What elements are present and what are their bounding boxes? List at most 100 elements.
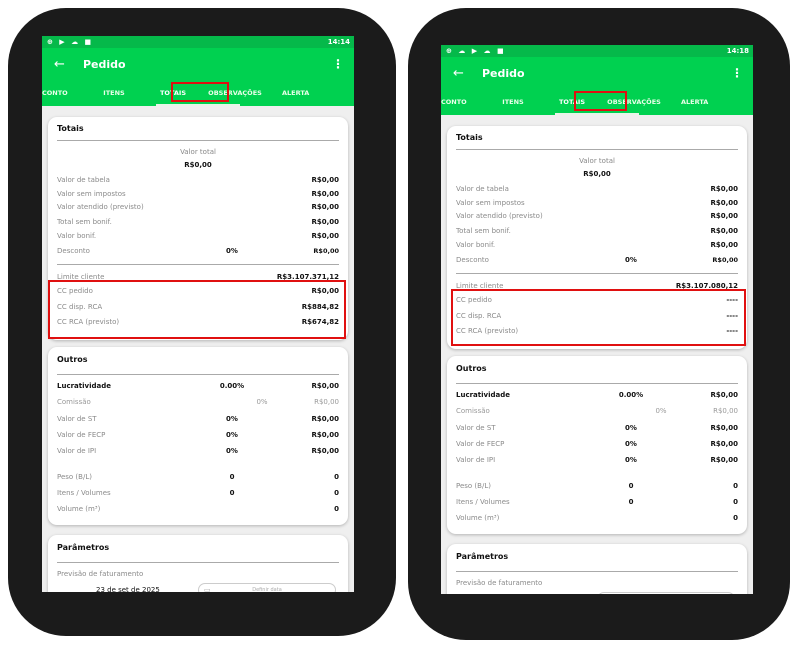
- outros-row-percent: 0%: [226, 447, 238, 455]
- outros-row-percent: 0%: [226, 415, 238, 423]
- total-row-value: R$0,00: [311, 203, 339, 211]
- outros-row-percent: 0: [229, 473, 235, 481]
- outros-row-percent: 0%: [625, 424, 637, 432]
- total-row-label: Valor de tabela: [456, 185, 509, 193]
- back-arrow-icon[interactable]: ←: [453, 66, 464, 81]
- limite-cliente-label: Limite cliente: [456, 282, 504, 290]
- cc-row-label: CC RCA (previsto): [456, 327, 519, 335]
- tab-totais[interactable]: TOTAIS: [159, 89, 187, 97]
- outros-row-percent: 0%: [226, 431, 238, 439]
- divider: [57, 562, 339, 563]
- highlight-box-cc: [48, 280, 346, 339]
- tab-observacoes[interactable]: OBSERVAÇÕES: [607, 98, 661, 106]
- total-row-value: R$0,00: [712, 256, 738, 264]
- tab-alerta[interactable]: ALERTA: [681, 98, 709, 106]
- outros-row-label: Valor de ST: [57, 415, 97, 423]
- outros-row-label: Valor de IPI: [456, 456, 496, 464]
- cc-row-label: CC RCA (previsto): [57, 318, 120, 326]
- more-vert-icon[interactable]: ⋮: [332, 57, 344, 71]
- outros-row-label: Itens / Volumes: [456, 498, 510, 506]
- total-row-label: Valor de tabela: [57, 176, 110, 184]
- outros-row-label: Comissão: [57, 398, 91, 406]
- outros-row-value: R$0,00: [710, 391, 738, 399]
- status-icons: ⊕ ▶ ☁ ■: [47, 38, 94, 46]
- tab-itens[interactable]: ITENS: [502, 98, 524, 106]
- outros-row-percent: 0%: [625, 456, 637, 464]
- app-bar: ← Pedido ⋮: [441, 57, 753, 92]
- parametros-title: Parâmetros: [57, 543, 110, 552]
- tab-conto[interactable]: CONTO: [42, 89, 68, 97]
- outros-row-label: Lucratividade: [57, 382, 111, 390]
- total-row-value: R$0,00: [710, 212, 738, 220]
- more-vert-icon[interactable]: ⋮: [731, 66, 743, 80]
- status-bar: ⊕ ☁ ▶ ☁ ■ 14:18: [441, 45, 753, 57]
- phone-screen: ⊕ ☁ ▶ ☁ ■ 14:18 ← Pedido ⋮ CONTO ITENS TOTAIS OB…: [441, 45, 753, 594]
- outros-row-value: 0: [334, 505, 339, 513]
- total-row-label: Valor sem impostos: [456, 199, 525, 207]
- highlight-box-cc: [451, 289, 746, 346]
- calendar-icon: ▭: [603, 593, 610, 594]
- outros-row-percent: 0%: [655, 407, 667, 415]
- tab-conto[interactable]: CONTO: [441, 98, 467, 106]
- tab-totais[interactable]: TOTAIS: [558, 98, 586, 106]
- tab-itens[interactable]: ITENS: [103, 89, 125, 97]
- parametros-card: Parâmetros Previsão de faturamento 23 de s…: [48, 535, 348, 592]
- outros-row-value: R$0,00: [710, 424, 738, 432]
- tab-observacoes[interactable]: OBSERVAÇÕES: [208, 89, 262, 97]
- back-arrow-icon[interactable]: ←: [54, 57, 65, 72]
- date-placeholder: Definir data: [252, 587, 282, 592]
- outros-row-percent: 0.00%: [618, 391, 644, 399]
- outros-row-label: Lucratividade: [456, 391, 510, 399]
- total-row-percent: 0%: [226, 247, 238, 255]
- totais-card: Totais Valor total R$0,00 Valor de tabela R$…: [447, 126, 747, 349]
- total-row-label: Valor bonif.: [456, 241, 496, 249]
- total-row-value: R$0,00: [311, 218, 339, 226]
- active-tab-indicator: [555, 113, 639, 115]
- cc-row-value: ----: [726, 296, 738, 304]
- previsao-date: 23 de set de 2025: [495, 593, 559, 594]
- total-row-value: R$0,00: [313, 247, 339, 255]
- cc-row-value: R$884,82: [301, 303, 339, 311]
- limite-cliente-value: R$3.107.371,12: [276, 273, 339, 281]
- outros-title: Outros: [57, 355, 88, 364]
- totais-card: Totais Valor total R$0,00 Valor de tabela R$…: [48, 117, 348, 340]
- app-bar: ← Pedido ⋮: [42, 48, 354, 83]
- tab-alerta[interactable]: ALERTA: [282, 89, 310, 97]
- tab-bar: CONTO ITENS TOTAIS OBSERVAÇÕES ALERTA: [441, 92, 753, 115]
- cc-row-value: R$0,00: [311, 287, 339, 295]
- outros-row-value: 0: [334, 489, 339, 497]
- total-row-label: Desconto: [57, 247, 90, 255]
- outros-row-value: 0: [733, 498, 738, 506]
- date-picker-field[interactable]: ▭Definir data: [597, 592, 735, 594]
- divider: [57, 374, 339, 375]
- divider: [456, 383, 738, 384]
- status-time: 14:14: [327, 38, 350, 46]
- status-bar: ⊕ ▶ ☁ ■ 14:14: [42, 36, 354, 48]
- valor-total-label: Valor total: [579, 157, 615, 165]
- highlight-box-tab: [574, 91, 627, 111]
- highlight-box-tab: [171, 82, 229, 102]
- outros-row-percent: 0%: [625, 440, 637, 448]
- status-icons: ⊕ ☁ ▶ ☁ ■: [446, 47, 506, 55]
- previsao-faturamento-label: Previsão de faturamento: [456, 579, 543, 587]
- outros-row-percent: 0%: [256, 398, 268, 406]
- divider: [456, 273, 738, 274]
- outros-row-value: R$0,00: [311, 447, 339, 455]
- outros-row-percent: 0.00%: [219, 382, 245, 390]
- outros-row-label: Itens / Volumes: [57, 489, 111, 497]
- tab-bar: CONTO ITENS TOTAIS OBSERVAÇÕES ALERTA: [42, 83, 354, 106]
- outros-row-label: Valor de FECP: [57, 431, 106, 439]
- status-time: 14:18: [726, 47, 749, 55]
- outros-row-percent: 0: [628, 498, 634, 506]
- outros-row-value: R$0,00: [314, 398, 339, 406]
- total-row-label: Total sem bonif.: [57, 218, 112, 226]
- outros-row-value: R$0,00: [710, 440, 738, 448]
- total-row-label: Valor sem impostos: [57, 190, 126, 198]
- total-row-value: R$0,00: [311, 176, 339, 184]
- cc-row-value: ----: [726, 312, 738, 320]
- date-picker-field[interactable]: ▭Definir data: [198, 583, 336, 592]
- valor-total-value: R$0,00: [583, 170, 611, 178]
- total-row-value: R$0,00: [710, 241, 738, 249]
- totais-title: Totais: [57, 124, 84, 133]
- parametros-title: Parâmetros: [456, 552, 509, 561]
